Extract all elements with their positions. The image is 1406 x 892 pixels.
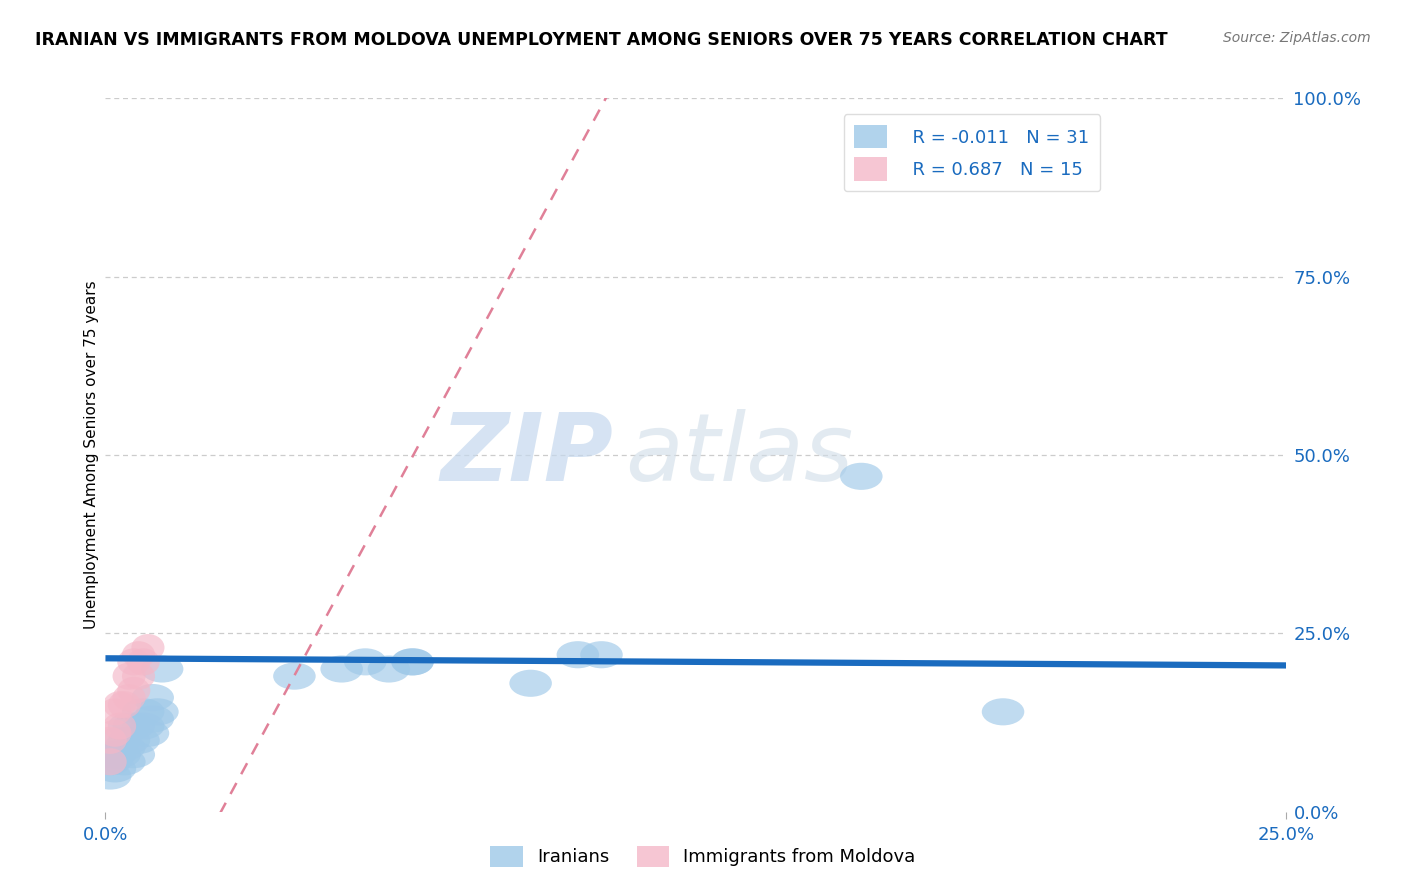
Y-axis label: Unemployment Among Seniors over 75 years: Unemployment Among Seniors over 75 years (84, 281, 98, 629)
Ellipse shape (112, 713, 155, 739)
Ellipse shape (321, 656, 363, 682)
Ellipse shape (581, 641, 623, 668)
Ellipse shape (112, 663, 146, 690)
Legend:   R = -0.011   N = 31,   R = 0.687   N = 15: R = -0.011 N = 31, R = 0.687 N = 15 (844, 114, 1101, 192)
Ellipse shape (117, 677, 150, 704)
Ellipse shape (94, 756, 136, 782)
Ellipse shape (98, 698, 131, 725)
Ellipse shape (122, 698, 165, 725)
Ellipse shape (117, 727, 160, 754)
Ellipse shape (391, 648, 434, 675)
Ellipse shape (103, 691, 136, 718)
Ellipse shape (391, 648, 434, 675)
Ellipse shape (94, 727, 127, 754)
Ellipse shape (131, 706, 174, 732)
Legend: Iranians, Immigrants from Moldova: Iranians, Immigrants from Moldova (484, 838, 922, 874)
Ellipse shape (509, 670, 553, 697)
Ellipse shape (122, 713, 165, 739)
Text: ZIP: ZIP (440, 409, 613, 501)
Ellipse shape (98, 720, 131, 747)
Ellipse shape (108, 713, 150, 739)
Ellipse shape (273, 663, 316, 690)
Ellipse shape (981, 698, 1025, 725)
Ellipse shape (112, 741, 155, 768)
Ellipse shape (89, 763, 131, 789)
Ellipse shape (367, 656, 411, 682)
Ellipse shape (344, 648, 387, 675)
Ellipse shape (122, 641, 155, 668)
Ellipse shape (141, 656, 183, 682)
Ellipse shape (112, 684, 146, 711)
Ellipse shape (122, 663, 155, 690)
Ellipse shape (89, 748, 131, 775)
Ellipse shape (557, 641, 599, 668)
Text: atlas: atlas (626, 409, 853, 500)
Ellipse shape (108, 727, 150, 754)
Ellipse shape (94, 741, 136, 768)
Ellipse shape (127, 648, 160, 675)
Ellipse shape (103, 713, 136, 739)
Ellipse shape (98, 741, 141, 768)
Ellipse shape (108, 691, 141, 718)
Text: IRANIAN VS IMMIGRANTS FROM MOLDOVA UNEMPLOYMENT AMONG SENIORS OVER 75 YEARS CORR: IRANIAN VS IMMIGRANTS FROM MOLDOVA UNEMP… (35, 31, 1168, 49)
Ellipse shape (127, 720, 169, 747)
Ellipse shape (117, 648, 150, 675)
Ellipse shape (94, 748, 127, 775)
Ellipse shape (136, 698, 179, 725)
Ellipse shape (98, 727, 141, 754)
Ellipse shape (103, 748, 146, 775)
Ellipse shape (131, 634, 165, 661)
Ellipse shape (103, 734, 146, 761)
Text: Source: ZipAtlas.com: Source: ZipAtlas.com (1223, 31, 1371, 45)
Ellipse shape (131, 684, 174, 711)
Ellipse shape (839, 463, 883, 490)
